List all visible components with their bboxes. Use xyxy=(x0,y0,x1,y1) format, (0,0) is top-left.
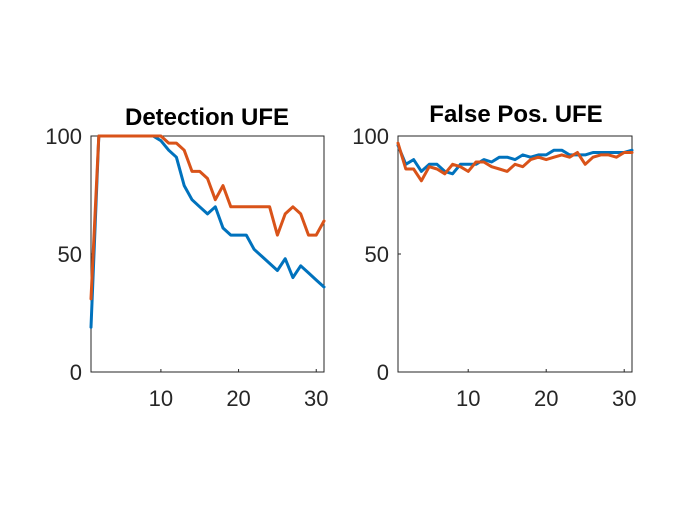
y-tick-label: 100 xyxy=(45,124,82,149)
detection-ufe-panel: Detection UFE 0 50 100 10 20 30 xyxy=(45,104,328,411)
x-tick-label: 10 xyxy=(149,386,173,411)
chart-title: Detection UFE xyxy=(125,104,289,131)
axis-ticks: 0 50 100 10 20 30 xyxy=(45,124,328,411)
y-tick-label: 50 xyxy=(365,242,389,267)
y-tick-label: 0 xyxy=(70,360,82,385)
x-tick-label: 30 xyxy=(304,386,328,411)
false-pos-ufe-panel: False Pos. UFE 0 50 100 10 20 30 xyxy=(352,101,636,411)
x-tick-label: 30 xyxy=(612,386,636,411)
series-line-2 xyxy=(396,141,634,183)
axis-ticks: 0 50 100 10 20 30 xyxy=(352,124,636,411)
x-tick-label: 10 xyxy=(456,386,480,411)
series-group xyxy=(89,134,326,329)
x-tick-label: 20 xyxy=(226,386,250,411)
x-tick-label: 20 xyxy=(534,386,558,411)
y-tick-label: 50 xyxy=(58,242,82,267)
y-tick-label: 100 xyxy=(352,124,389,149)
series-line-1 xyxy=(396,143,634,176)
series-line-2 xyxy=(89,134,326,301)
y-tick-label: 0 xyxy=(377,360,389,385)
chart-title: False Pos. UFE xyxy=(429,101,602,128)
series-group xyxy=(396,141,634,183)
